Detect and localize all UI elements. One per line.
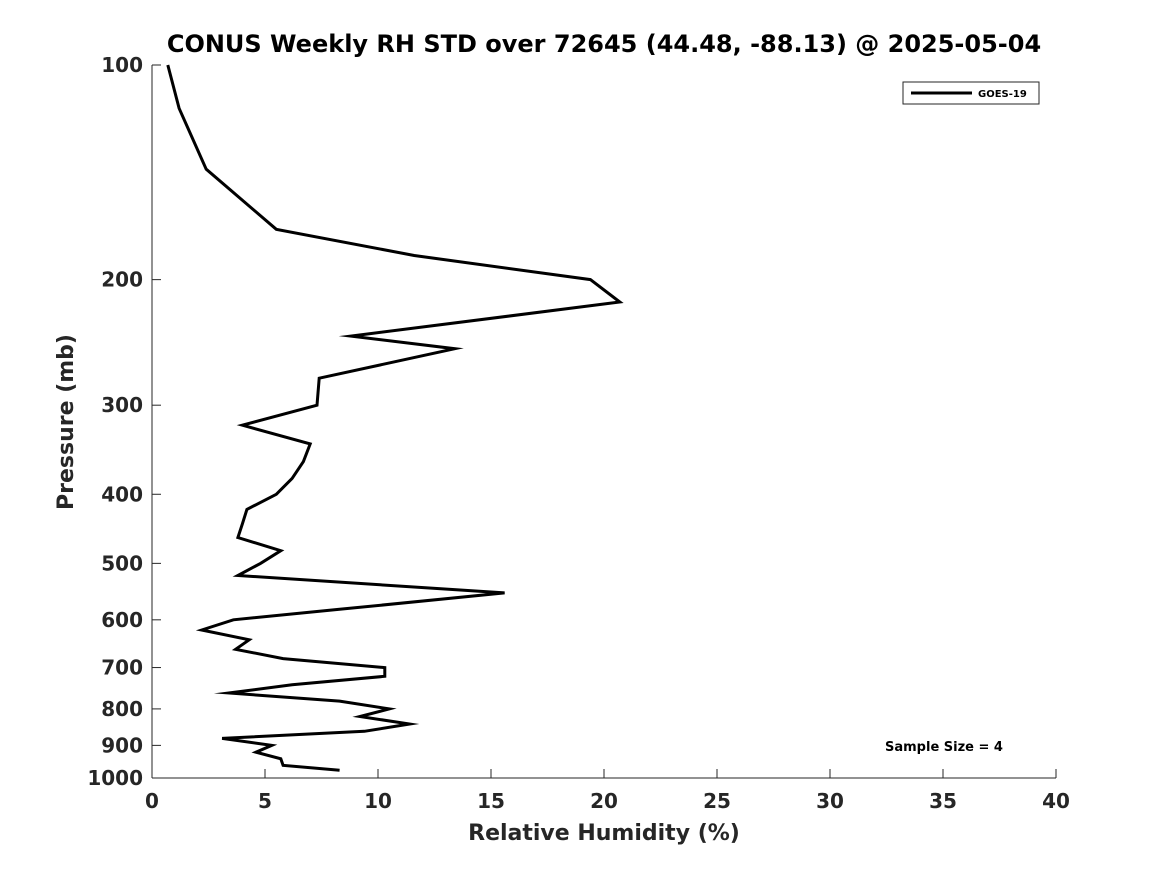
x-ticks: 0 5 10 15 20 25 30 35 40 <box>145 769 1070 813</box>
y-axis-label: Pressure (mb) <box>54 334 79 510</box>
sample-size-annotation: Sample Size = 4 <box>885 740 1003 755</box>
series-layer <box>166 64 624 772</box>
chart-title: CONUS Weekly RH STD over 72645 (44.48, -… <box>167 30 1041 58</box>
y-tick-label: 900 <box>101 733 143 757</box>
x-axis-label: Relative Humidity (%) <box>468 821 740 846</box>
y-tick-label: 300 <box>101 393 143 417</box>
x-tick-label: 30 <box>816 789 844 813</box>
x-tick-label: 0 <box>145 789 159 813</box>
x-tick-label: 20 <box>590 789 618 813</box>
y-tick-label: 100 <box>101 53 143 77</box>
y-tick-label: 500 <box>101 551 143 575</box>
legend-label: GOES-19 <box>978 89 1027 100</box>
y-tick-label: 1000 <box>87 766 143 790</box>
y-tick-label: 800 <box>101 697 143 721</box>
series-line-goes-19 <box>166 64 624 772</box>
plot-area <box>151 65 1056 779</box>
x-tick-label: 10 <box>364 789 392 813</box>
x-tick-label: 40 <box>1042 789 1070 813</box>
y-tick-label: 700 <box>101 656 143 680</box>
x-tick-label: 25 <box>703 789 731 813</box>
x-tick-label: 15 <box>477 789 505 813</box>
legend: GOES-19 <box>902 81 1040 105</box>
x-tick-label: 35 <box>929 789 957 813</box>
y-tick-label: 600 <box>101 608 143 632</box>
y-tick-label: 400 <box>101 482 143 506</box>
y-ticks: 100 200 300 400 500 600 700 800 900 1000 <box>87 53 161 790</box>
x-tick-label: 5 <box>258 789 272 813</box>
y-tick-label: 200 <box>101 268 143 292</box>
